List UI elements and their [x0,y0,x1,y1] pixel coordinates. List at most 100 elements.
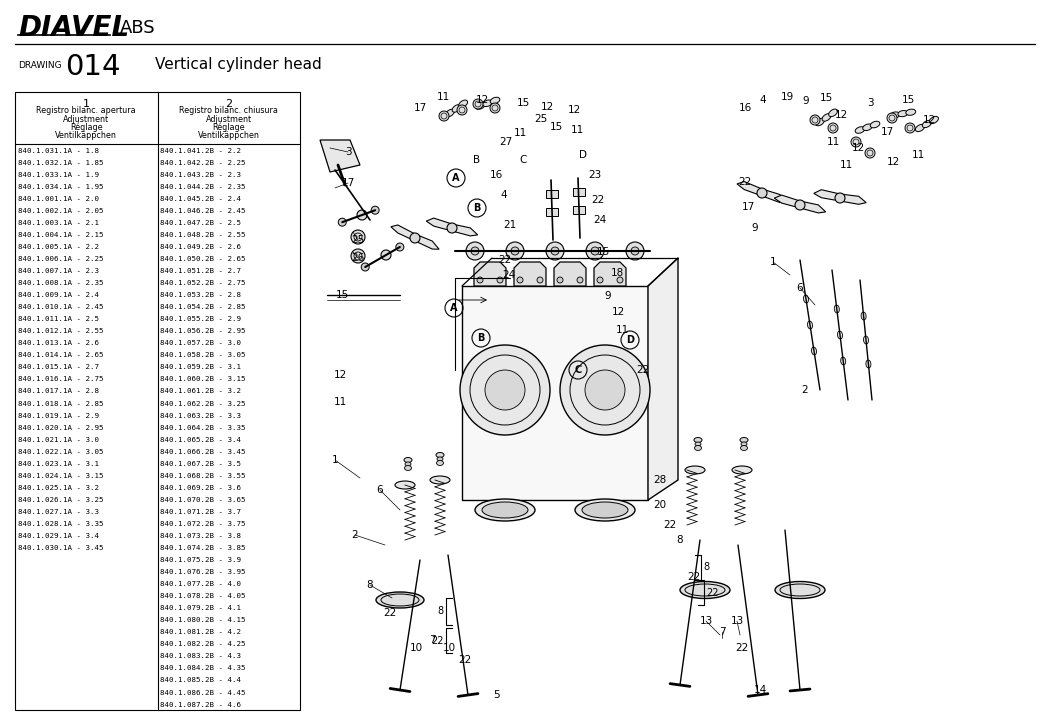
Text: 11: 11 [570,125,584,135]
Circle shape [371,206,379,214]
Text: 840.1.053.2B - 2.8: 840.1.053.2B - 2.8 [161,292,242,298]
Text: 840.1.051.2B - 2.7: 840.1.051.2B - 2.7 [161,268,242,274]
Text: 11: 11 [615,325,629,335]
Text: 22: 22 [591,195,605,205]
Ellipse shape [483,100,492,106]
Text: 840.1.058.2B - 3.05: 840.1.058.2B - 3.05 [161,352,246,358]
Text: 2: 2 [352,530,358,540]
Text: 840.1.087.2B - 4.6: 840.1.087.2B - 4.6 [161,702,242,708]
Ellipse shape [685,466,705,474]
Text: 10: 10 [410,643,422,653]
Polygon shape [546,208,558,216]
Circle shape [485,370,525,410]
Ellipse shape [694,446,701,451]
Circle shape [835,193,845,203]
Circle shape [361,263,370,271]
Text: 840.1.022.1A - 3.05: 840.1.022.1A - 3.05 [18,448,104,455]
Ellipse shape [822,114,831,121]
Text: 840.1.003.1A - 2.1: 840.1.003.1A - 2.1 [18,220,99,226]
Text: 840.1.081.2B - 4.2: 840.1.081.2B - 4.2 [161,629,242,635]
Text: 840.1.023.1A - 3.1: 840.1.023.1A - 3.1 [18,461,99,467]
Text: 840.1.057.2B - 3.0: 840.1.057.2B - 3.0 [161,341,242,346]
Text: 3: 3 [866,98,874,108]
Ellipse shape [863,336,868,344]
Text: 15: 15 [549,122,563,132]
Text: 22: 22 [738,177,752,187]
Text: 840.1.049.2B - 2.6: 840.1.049.2B - 2.6 [161,244,242,250]
Text: 22: 22 [383,608,397,618]
Circle shape [357,210,367,220]
Text: 28: 28 [653,475,667,485]
Circle shape [447,223,457,233]
Text: 840.1.018.1A - 2.85: 840.1.018.1A - 2.85 [18,401,104,406]
Text: 840.1.060.2B - 3.15: 840.1.060.2B - 3.15 [161,376,246,383]
Text: 12: 12 [611,307,625,317]
Text: 24: 24 [502,270,516,280]
Circle shape [757,188,766,198]
Ellipse shape [437,461,443,466]
Text: 840.1.085.2B - 4.4: 840.1.085.2B - 4.4 [161,678,242,683]
Text: Adjustment: Adjustment [63,114,109,124]
Circle shape [887,113,897,123]
Circle shape [795,200,805,210]
Polygon shape [546,190,558,198]
Text: 12: 12 [476,95,488,105]
Text: 840.1.080.2B - 4.15: 840.1.080.2B - 4.15 [161,618,246,623]
Text: 9: 9 [605,291,611,301]
Text: Ventilkäppchen: Ventilkäppchen [56,131,118,141]
Circle shape [828,123,838,133]
Ellipse shape [404,466,412,471]
Ellipse shape [437,457,443,461]
Text: 840.1.046.2B - 2.45: 840.1.046.2B - 2.45 [161,208,246,213]
Polygon shape [573,188,585,196]
Circle shape [457,105,467,115]
Text: 840.1.048.2B - 2.55: 840.1.048.2B - 2.55 [161,232,246,238]
Text: 014: 014 [65,53,121,81]
Text: 1: 1 [770,257,776,267]
Text: 840.1.086.2B - 4.45: 840.1.086.2B - 4.45 [161,690,246,695]
Text: 840.1.068.2B - 3.55: 840.1.068.2B - 3.55 [161,473,246,479]
Text: 840.1.041.2B - 2.2: 840.1.041.2B - 2.2 [161,148,242,154]
Text: 12: 12 [334,370,346,380]
Text: 840.1.076.2B - 3.95: 840.1.076.2B - 3.95 [161,569,246,575]
Ellipse shape [916,124,925,131]
Polygon shape [814,190,866,204]
Text: 840.1.082.2B - 4.25: 840.1.082.2B - 4.25 [161,641,246,648]
Ellipse shape [741,442,747,446]
Circle shape [338,218,347,226]
Text: 840.1.019.1A - 2.9: 840.1.019.1A - 2.9 [18,413,99,418]
Text: 840.1.064.2B - 3.35: 840.1.064.2B - 3.35 [161,425,246,431]
Text: 840.1.015.1A - 2.7: 840.1.015.1A - 2.7 [18,364,99,371]
Text: 840.1.079.2B - 4.1: 840.1.079.2B - 4.1 [161,605,242,611]
Text: 840.1.008.1A - 2.35: 840.1.008.1A - 2.35 [18,280,104,286]
Text: 840.1.075.2B - 3.9: 840.1.075.2B - 3.9 [161,557,242,563]
Ellipse shape [866,360,870,368]
Circle shape [477,277,483,283]
Ellipse shape [906,109,916,115]
Text: 22: 22 [735,643,749,653]
Text: 840.1.007.1A - 2.3: 840.1.007.1A - 2.3 [18,268,99,274]
Text: 11: 11 [334,397,346,407]
Text: 17: 17 [341,178,355,188]
Text: 22: 22 [664,520,676,530]
Text: 17: 17 [741,202,755,212]
Circle shape [810,115,820,125]
Ellipse shape [732,466,752,474]
Circle shape [617,277,623,283]
Ellipse shape [838,331,842,339]
Text: 25: 25 [352,235,364,245]
Polygon shape [462,286,648,500]
Text: 12: 12 [567,105,581,115]
Text: 840.1.017.1A - 2.8: 840.1.017.1A - 2.8 [18,388,99,394]
Text: 840.1.033.1A - 1.9: 840.1.033.1A - 1.9 [18,171,99,178]
Ellipse shape [445,109,455,117]
Polygon shape [594,262,626,286]
Ellipse shape [453,105,461,112]
Text: 4: 4 [501,190,507,200]
Text: 840.1.072.2B - 3.75: 840.1.072.2B - 3.75 [161,521,246,527]
Text: 840.1.004.1A - 2.15: 840.1.004.1A - 2.15 [18,232,104,238]
Text: 11: 11 [839,160,853,170]
Text: 840.1.030.1A - 3.45: 840.1.030.1A - 3.45 [18,545,104,551]
Text: 12: 12 [835,110,847,120]
Text: DRAWING: DRAWING [18,61,62,69]
